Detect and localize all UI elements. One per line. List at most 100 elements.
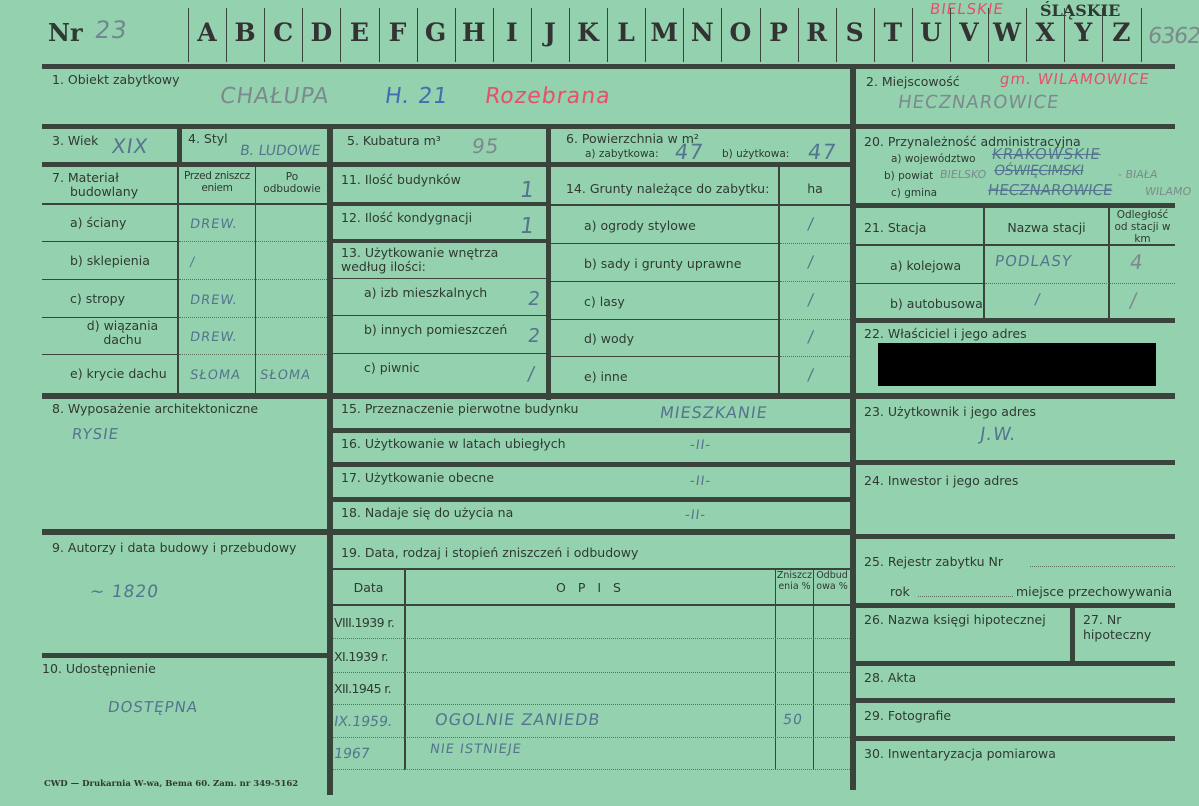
field-20-b-note-left: BIELSKO bbox=[939, 168, 988, 181]
field-7-row-before: DREW. bbox=[188, 293, 239, 308]
field-19-col-desc: O P I S bbox=[556, 580, 625, 595]
column-divider bbox=[850, 64, 856, 790]
letter-r: R bbox=[806, 18, 827, 47]
field-14-label: 14. Grunty należące do zabytku: bbox=[566, 181, 770, 196]
field-12-label: 12. Ilość kondygnacji bbox=[341, 210, 473, 225]
divider bbox=[177, 167, 179, 395]
field-17-value: -II- bbox=[688, 474, 713, 489]
region-stamp: ŚLĄSKIE bbox=[1040, 1, 1121, 20]
letter-f: F bbox=[388, 18, 407, 47]
field-19-col-rebuilt: Odbudowa % bbox=[816, 570, 848, 592]
rule bbox=[42, 241, 177, 242]
letter-separator bbox=[416, 8, 418, 62]
rule bbox=[42, 279, 177, 280]
field-19-row-date: XI.1939 r. bbox=[334, 649, 389, 664]
field-20-c-note: WILAMO bbox=[1144, 185, 1193, 198]
field-2-label: 2. Miejscowość bbox=[866, 74, 960, 89]
field-27-label: 27. Nr hipoteczny bbox=[1083, 612, 1152, 642]
letter-separator bbox=[569, 8, 570, 62]
rule bbox=[856, 124, 1175, 129]
card-number: 6362 bbox=[1146, 24, 1199, 49]
rule bbox=[856, 534, 1175, 539]
field-1-value: CHAŁUPA bbox=[218, 84, 332, 109]
field-29-label: 29. Fotografie bbox=[864, 708, 952, 723]
rule bbox=[42, 653, 327, 658]
dotted-rule bbox=[179, 354, 327, 355]
letter-separator bbox=[721, 8, 723, 62]
rule bbox=[856, 203, 1175, 208]
field-25-rok-line bbox=[918, 596, 1013, 597]
field-25-label: 25. Rejestr zabytku Nr bbox=[864, 554, 1004, 569]
field-7-row-label: e) krycie dachu bbox=[70, 366, 167, 381]
field-21-col-name: Nazwa stacji bbox=[1007, 220, 1086, 235]
field-14-row-label: d) wody bbox=[584, 331, 634, 346]
field-13-row-value: 2 bbox=[526, 288, 543, 310]
field-14-row-value: / bbox=[806, 365, 816, 384]
field-6-label: 6. Powierzchnia w m² bbox=[566, 131, 699, 146]
field-11-value: 1 bbox=[518, 178, 537, 203]
field-1-number: H. 21 bbox=[383, 84, 450, 109]
field-14-row-label: c) lasy bbox=[584, 294, 625, 309]
field-20-b-note-right: - BIAŁA bbox=[1117, 168, 1159, 181]
field-5-value: 95 bbox=[470, 134, 502, 158]
header-row: Nr 23 BIELSKIE ŚLĄSKIE 6362 bbox=[0, 0, 1199, 64]
field-19-col-date: Data bbox=[353, 580, 384, 595]
rule bbox=[551, 281, 778, 282]
field-23-value: J.W. bbox=[978, 424, 1018, 445]
letter-separator bbox=[226, 8, 228, 62]
field-21-row-dist: / bbox=[1128, 288, 1140, 312]
field-4-value: B. LUDOWE bbox=[238, 143, 322, 159]
field-14-row-label: a) ogrody stylowe bbox=[584, 218, 696, 233]
letter-x: X bbox=[1035, 18, 1055, 47]
rule bbox=[42, 317, 177, 318]
field-20-a-value: KRAKOWSKIE bbox=[990, 145, 1103, 163]
nr-value: 23 bbox=[93, 16, 130, 44]
field-19-row-date: VIII.1939 r. bbox=[334, 615, 395, 630]
field-7-row-after: SŁOMA bbox=[258, 368, 312, 383]
letter-v: V bbox=[959, 18, 979, 47]
field-21-row-label: b) autobusowa bbox=[890, 296, 983, 311]
field-16-value: -II- bbox=[688, 438, 713, 453]
rule bbox=[333, 462, 850, 467]
letter-j: J bbox=[543, 18, 556, 47]
field-13-row-label: c) piwnic bbox=[364, 360, 420, 375]
letter-separator bbox=[1102, 8, 1104, 62]
printer-footer: CWD — Drukarnia W-wa, Bema 60. Zam. nr 3… bbox=[44, 779, 299, 789]
field-5-label: 5. Kubatura m³ bbox=[347, 133, 441, 148]
rule bbox=[42, 529, 850, 535]
letter-s: S bbox=[845, 18, 864, 47]
letter-k: K bbox=[577, 18, 599, 47]
field-28-label: 28. Akta bbox=[864, 670, 917, 685]
field-14-row-label: e) inne bbox=[584, 369, 628, 384]
letter-separator bbox=[454, 8, 456, 62]
field-7-row-before: DREW. bbox=[188, 217, 239, 232]
rule bbox=[551, 319, 778, 320]
field-19-row-desc: OGOLNIE ZANIEDB bbox=[433, 710, 602, 729]
divider bbox=[404, 570, 406, 770]
field-20-b-value: OŚWIĘCIMSKI bbox=[992, 163, 1085, 179]
letter-c: C bbox=[273, 18, 294, 47]
dotted-rule bbox=[179, 317, 327, 318]
field-15-value: MIESZKANIE bbox=[658, 403, 770, 422]
letter-separator bbox=[264, 8, 266, 62]
field-7-row-before: DREW. bbox=[188, 330, 239, 345]
region-red-note: BIELSKIE bbox=[928, 0, 1006, 18]
field-14-row-value: / bbox=[806, 327, 816, 346]
field-2-value: HECZNAROWICE bbox=[896, 92, 1061, 113]
divider bbox=[1070, 606, 1075, 664]
rule bbox=[856, 318, 1175, 323]
field-16-label: 16. Użytkowanie w latach ubiegłych bbox=[341, 436, 566, 451]
field-13-row-label: a) izb mieszkalnych bbox=[364, 285, 488, 300]
letter-separator bbox=[645, 8, 647, 62]
rule bbox=[333, 604, 850, 606]
field-7-col-after: Po odbudowie bbox=[263, 171, 321, 195]
letter-o: O bbox=[729, 18, 752, 47]
field-14-unit: ha bbox=[807, 181, 823, 196]
letter-b: B bbox=[234, 18, 256, 47]
field-20-c-label: c) gmina bbox=[891, 187, 938, 199]
letter-separator bbox=[759, 8, 761, 62]
dotted-rule bbox=[333, 638, 850, 639]
field-21-row-name: PODLASY bbox=[993, 252, 1074, 270]
field-20-label: 20. Przynależność administracyjna bbox=[864, 134, 1081, 149]
letter-w: W bbox=[993, 18, 1022, 47]
